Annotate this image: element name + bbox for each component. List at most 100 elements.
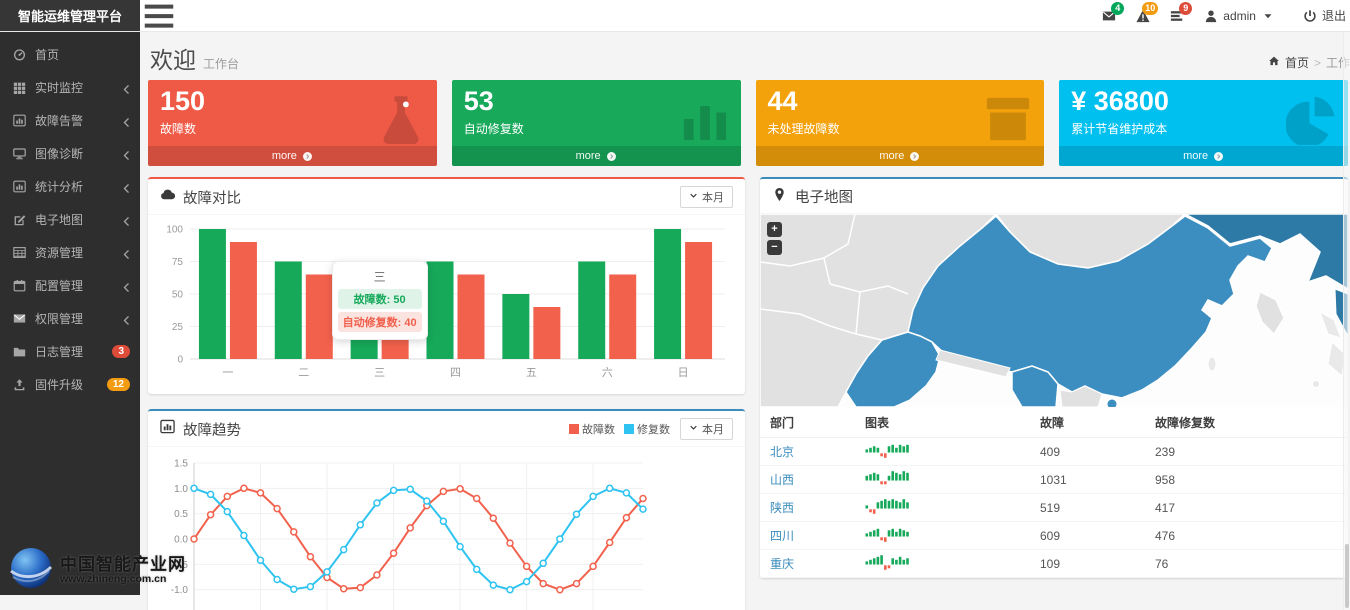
dept-link[interactable]: 四川: [760, 521, 855, 550]
grid-icon: [13, 82, 26, 94]
hamburger-icon: [144, 4, 174, 28]
panel-title: 故障趋势: [183, 422, 241, 439]
sidebar-item-6[interactable]: 资源管理: [0, 236, 140, 269]
spark-cell: [855, 437, 1030, 466]
dept-link[interactable]: 重庆: [760, 549, 855, 578]
fixed-count: 476: [1145, 521, 1348, 550]
bar-chart-icon: [683, 106, 726, 141]
navbar-warnings-button[interactable]: 10: [1126, 0, 1160, 32]
svg-text:五: 五: [526, 367, 537, 379]
tooltip-title: 三: [373, 270, 386, 284]
scrollbar-thumb[interactable]: [1345, 544, 1349, 608]
sidebar-item-10[interactable]: 固件升级 12: [0, 368, 140, 401]
sidebar-item-3[interactable]: 图像诊断: [0, 137, 140, 170]
breadcrumb: 首页 > 工作台: [1268, 54, 1350, 71]
logout-button[interactable]: 退出: [1293, 0, 1350, 32]
fixed-count: 958: [1145, 465, 1348, 494]
chevron-down-icon: [690, 193, 697, 198]
upload-icon: [14, 379, 25, 391]
stat-card-0: 150 故障数 more: [148, 80, 437, 166]
logout-label: 退出: [1321, 9, 1346, 23]
vertical-scrollbar[interactable]: [1343, 32, 1350, 610]
messages-badge: 4: [1111, 1, 1125, 15]
archive-icon: [987, 97, 1030, 141]
china-map[interactable]: + −: [760, 214, 1348, 407]
stat-card-more-link[interactable]: more: [1059, 146, 1348, 166]
flask-icon: [383, 96, 419, 145]
tasks-icon: [1171, 10, 1184, 21]
stat-value: ¥ 36800: [1071, 86, 1169, 116]
sparkline-chart: [865, 499, 909, 514]
dept-link[interactable]: 山西: [760, 465, 855, 494]
stat-label: 未处理故障数: [767, 122, 840, 136]
panel-fault-compare-header: 故障对比 本月: [148, 179, 745, 215]
map-zoom-in-button[interactable]: +: [767, 222, 782, 237]
chevron-down-icon: [689, 191, 698, 203]
table-row: 北京 409 239: [760, 437, 1348, 466]
cloud-icon: [161, 189, 176, 200]
table-icon: [13, 247, 26, 258]
stat-card-more-link[interactable]: more: [451, 146, 741, 166]
fault-count: 609: [1030, 521, 1145, 550]
caret-down-icon: [1264, 13, 1272, 18]
sidebar-item-8[interactable]: 权限管理: [0, 302, 140, 335]
stat-value: 53: [463, 86, 494, 116]
sidebar-toggle-button[interactable]: [140, 0, 178, 31]
calendar-icon: [13, 279, 26, 292]
chevron-left-icon: [123, 315, 129, 325]
navbar-tasks-button[interactable]: 9: [1160, 0, 1194, 32]
svg-text:二: 二: [298, 367, 309, 379]
svg-text:六: 六: [602, 366, 613, 379]
panel-fault-compare: 故障对比 本月 0 25 50 75 100 一二三四五六日 三 故障数: 50 自动修: [148, 177, 745, 394]
sidebar-item-label: 日志管理: [35, 345, 84, 359]
sidebar-item-label: 实时监控: [35, 81, 84, 95]
map-marker-icon: [772, 187, 787, 207]
sidebar-item-4[interactable]: 统计分析: [0, 170, 140, 203]
bar-period-select[interactable]: 本月: [680, 186, 733, 208]
breadcrumb-home-link[interactable]: 首页: [1284, 56, 1309, 70]
stat-card-more-link[interactable]: more: [755, 146, 1045, 166]
cloud-icon: [160, 187, 176, 207]
sidebar-item-9[interactable]: 日志管理 3: [0, 335, 140, 368]
sidebar-item-1[interactable]: 实时监控: [0, 71, 140, 104]
page-subtitle: 工作台: [203, 57, 240, 71]
sidebar-item-7[interactable]: 配置管理: [0, 269, 140, 302]
chart-box-icon: [13, 180, 26, 193]
tasks-badge: 9: [1179, 1, 1193, 15]
table-header: 故障修复数: [1145, 407, 1348, 438]
stat-label: 自动修复数: [463, 122, 524, 136]
sidebar-item-5[interactable]: 电子地图: [0, 203, 140, 236]
watermark-logo: 中国智能产业网 www.zhineng.com.cn: [8, 545, 186, 596]
spark-cell: [855, 549, 1030, 578]
line-period-select[interactable]: 本月: [680, 418, 733, 440]
circle-arrow-icon: [910, 151, 920, 161]
dept-link[interactable]: 北京: [760, 437, 855, 466]
sidebar-item-2[interactable]: 故障告警: [0, 104, 140, 137]
app-logo[interactable]: 智能运维管理平台: [0, 0, 140, 31]
svg-text:1.0: 1.0: [174, 484, 188, 495]
svg-text:100: 100: [166, 225, 183, 236]
breadcrumb-separator: >: [1313, 55, 1321, 70]
dept-link[interactable]: 陕西: [760, 493, 855, 522]
svg-text:50: 50: [172, 290, 184, 301]
map-zoom-out-button[interactable]: −: [767, 240, 782, 255]
table-header: 图表: [855, 407, 1030, 438]
page-title: 欢迎 工作台: [150, 47, 240, 73]
sidebar-item-label: 权限管理: [35, 312, 84, 326]
sidebar: 首页实时监控故障告警 图像诊断 统计分析电子地图资源管理 配置管理权限管理日志管理 3 固…: [0, 32, 140, 595]
sidebar-item-0[interactable]: 首页: [0, 38, 140, 71]
stat-card-more-link[interactable]: more: [148, 146, 437, 166]
navbar-messages-button[interactable]: 4: [1092, 0, 1126, 32]
fault-count: 109: [1030, 549, 1145, 578]
navbar-user-menu[interactable]: admin: [1194, 0, 1285, 32]
fixed-count: 239: [1145, 437, 1348, 466]
chart-box-icon: [13, 114, 26, 127]
username: admin: [1223, 8, 1256, 23]
stat-label: 累计节省维护成本: [1071, 122, 1168, 136]
svg-text:三: 三: [374, 367, 385, 379]
sidebar-item-label: 电子地图: [35, 213, 84, 227]
fixed-count: 417: [1145, 493, 1348, 522]
chart-box-icon: [160, 419, 175, 434]
